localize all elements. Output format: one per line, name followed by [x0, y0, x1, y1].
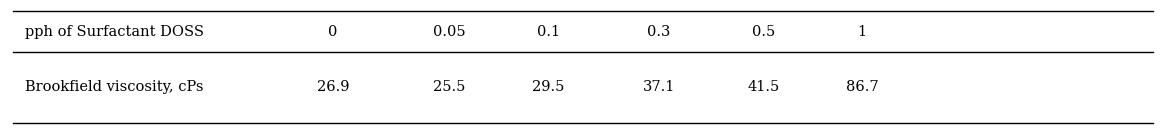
Text: 0.5: 0.5 [752, 25, 775, 39]
Text: 0.3: 0.3 [647, 25, 670, 39]
Text: 86.7: 86.7 [845, 80, 878, 94]
Text: 29.5: 29.5 [532, 80, 564, 94]
Text: Brookfield viscosity, cPs: Brookfield viscosity, cPs [24, 80, 203, 94]
Text: 0.05: 0.05 [433, 25, 465, 39]
Text: 1: 1 [858, 25, 866, 39]
Text: pph of Surfactant DOSS: pph of Surfactant DOSS [24, 25, 204, 39]
Text: 26.9: 26.9 [317, 80, 349, 94]
Text: 0.1: 0.1 [536, 25, 560, 39]
Text: 37.1: 37.1 [642, 80, 675, 94]
Text: 25.5: 25.5 [433, 80, 465, 94]
Text: 0: 0 [328, 25, 338, 39]
Text: 41.5: 41.5 [747, 80, 779, 94]
